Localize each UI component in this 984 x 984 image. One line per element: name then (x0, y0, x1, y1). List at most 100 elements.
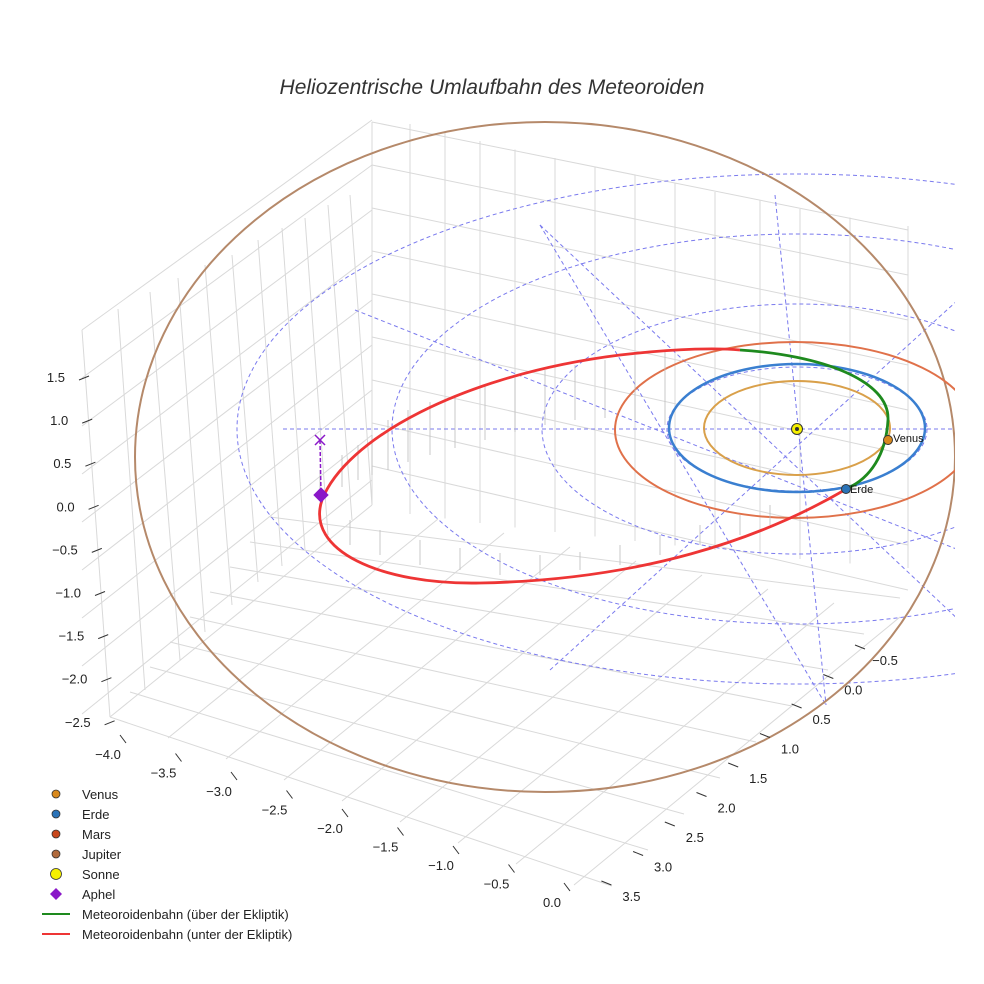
orbits: Venus Erde (134, 121, 955, 793)
ecliptic-ray (774, 194, 827, 706)
y-tick-mark (759, 733, 771, 738)
venus-orbit (703, 380, 891, 476)
y-tick-mark (664, 821, 675, 827)
meteoroid-orbit-above (739, 348, 890, 490)
pane-grid-line (109, 504, 373, 718)
axes-panes (81, 119, 909, 887)
pane-grid-line (81, 254, 373, 475)
x-tick-label: −3.0 (206, 784, 232, 799)
aphelion-marker (313, 487, 329, 503)
pane-grid-line (281, 227, 306, 551)
pane-grid-line (109, 716, 613, 887)
pane-grid-line (229, 566, 829, 671)
pane-grid-line (81, 329, 111, 718)
pane-grid-line (257, 239, 283, 567)
pane-grid-line (371, 207, 909, 321)
legend-marker (50, 868, 62, 880)
ecliptic-ring (236, 173, 955, 685)
y-tick-mark (854, 644, 866, 650)
ecliptic-ray (539, 224, 827, 706)
pane-grid-line (371, 164, 909, 276)
pane-grid-line (225, 532, 505, 760)
z-tick-mark (85, 461, 96, 467)
z-tick-label: −2.5 (65, 715, 91, 730)
pane-grid-line (269, 516, 901, 599)
venus-label: Venus (893, 433, 924, 445)
pane-grid-line (189, 616, 757, 743)
x-tick-label: −0.5 (484, 877, 510, 892)
pane-grid-line (204, 264, 233, 606)
pane-grid-line (371, 250, 909, 366)
jupiter-orbit (134, 121, 955, 793)
pane-grid-line (399, 574, 703, 823)
legend-marker (51, 849, 61, 859)
pane-grid-line (81, 209, 373, 427)
y-tick-mark (696, 792, 707, 797)
earth-orbit (667, 362, 927, 494)
pane-grid-line (149, 291, 181, 661)
y-tick-label: 2.5 (686, 830, 704, 845)
y-tick-label: 0.0 (844, 683, 862, 698)
y-tick-mark (823, 674, 834, 679)
legend-label: Meteoroidenbahn (unter der Ekliptik) (82, 927, 292, 942)
z-tick-mark (101, 677, 112, 683)
pane-grid-line (81, 119, 373, 331)
x-tick-mark (119, 734, 127, 744)
pane-grid-line (371, 121, 909, 231)
earth-marker (841, 484, 851, 494)
pane-grid-line (573, 616, 901, 886)
y-tick-label: 1.5 (749, 771, 767, 786)
ecliptic-ring (391, 233, 955, 625)
pane-grid-line (81, 389, 373, 619)
x-tick-label: −2.5 (262, 803, 288, 818)
earth-label: Erde (850, 484, 873, 496)
z-tick-mark (88, 504, 99, 510)
z-tick-mark (82, 418, 93, 424)
x-tick-label: 0.0 (543, 895, 561, 910)
x-tick-label: −1.5 (373, 840, 399, 855)
y-tick-label: −0.5 (872, 653, 898, 668)
pane-grid-line (304, 217, 329, 536)
z-tick-mark (94, 591, 106, 596)
sun-center-dot (795, 427, 799, 431)
pane-grid-line (371, 336, 909, 456)
z-tick-mark (78, 375, 90, 381)
x-tick-label: −1.0 (428, 858, 454, 873)
z-tick-mark (104, 720, 115, 726)
chart-title: Heliozentrische Umlaufbahn des Meteoroid… (280, 76, 705, 99)
x-tick-mark (341, 808, 349, 818)
pane-grid-line (81, 344, 373, 571)
ecliptic-ray (539, 224, 955, 618)
x-tick-label: −4.0 (95, 747, 121, 762)
pane-grid-line (283, 546, 571, 781)
z-tick-label: −2.0 (62, 672, 88, 687)
pane-grid-line (371, 422, 909, 546)
ecliptic-ray (549, 301, 955, 671)
legend-marker (51, 789, 61, 799)
x-tick-mark (563, 882, 571, 892)
pane-grid-line (177, 277, 206, 633)
z-tick-label: −1.5 (59, 629, 85, 644)
pane-grid-line (231, 254, 259, 583)
legend-marker (50, 888, 62, 900)
z-tick-label: −0.5 (52, 542, 78, 557)
mars-orbit (614, 341, 955, 519)
pane-grid-line (349, 194, 373, 506)
y-tick-mark (791, 703, 802, 709)
pane-grid-line (327, 204, 353, 521)
pane-grid-line (167, 518, 439, 739)
legend-marker (51, 829, 61, 839)
pane-grid-line (81, 299, 373, 523)
aphelion-drop-line (319, 439, 322, 495)
x-tick-mark (397, 827, 404, 836)
legend-label: Meteoroidenbahn (über der Ekliptik) (82, 907, 289, 922)
pane-grid-line (81, 164, 373, 379)
meteoroid-orbit-below (318, 347, 849, 585)
pane-grid-line (169, 641, 721, 779)
y-tick-mark (601, 880, 612, 886)
x-tick-label: −2.0 (317, 821, 343, 836)
z-tick-mark (98, 634, 109, 640)
legend-marker (51, 809, 61, 819)
z-tick-label: 1.0 (50, 413, 68, 428)
